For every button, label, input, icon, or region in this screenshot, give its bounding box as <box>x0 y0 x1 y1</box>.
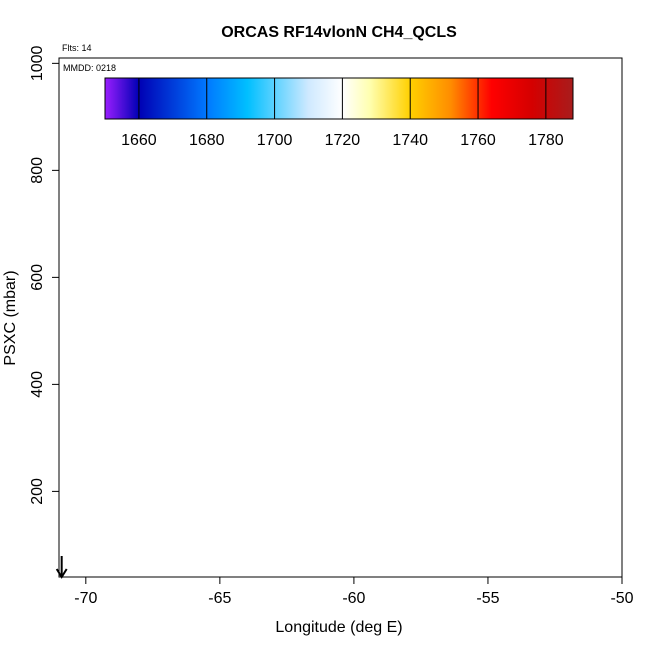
x-axis-label: Longitude (deg E) <box>275 619 402 636</box>
flight-marker <box>427 60 436 69</box>
y-axis: 200 400 600 800 1000 <box>29 45 60 505</box>
x-axis: -70 -65 -60 -55 -50 <box>74 576 634 607</box>
colorbar-gradient <box>104 77 574 120</box>
x-tick-label: -60 <box>342 590 365 607</box>
x-tick-label: -55 <box>476 590 499 607</box>
colorbar-tick-label: 1760 <box>460 132 496 149</box>
y-tick-label: 600 <box>29 264 46 291</box>
date-annotation: MMDD: 0218 <box>63 63 116 73</box>
colorbar-tick-label: 1660 <box>121 132 157 149</box>
flight-markers <box>226 58 603 507</box>
x-tick-label: -50 <box>610 590 633 607</box>
colorbar-tick-label: 1780 <box>528 132 564 149</box>
y-tick-label: 800 <box>29 157 46 184</box>
flight-marker <box>591 180 600 189</box>
colorbar-tick-label: 1720 <box>325 132 361 149</box>
flight-marker <box>328 489 337 498</box>
flight-marker <box>575 219 584 228</box>
flight-marker <box>449 129 458 139</box>
flight-marker <box>226 498 235 507</box>
flight-marker <box>473 218 482 227</box>
y-axis-label: PSXC (mbar) <box>2 270 19 365</box>
flight-marker <box>513 362 522 371</box>
x-tick-label: -70 <box>74 590 97 607</box>
flight-marker <box>593 60 603 69</box>
arrow-head <box>55 568 68 579</box>
chart-title: ORCAS RF14vlonN CH4_QCLS <box>221 24 457 41</box>
colorbar-tick-label: 1700 <box>257 132 293 149</box>
flight-marker <box>293 498 302 507</box>
y-tick-label: 200 <box>29 478 46 505</box>
colorbar-ticks: 1660 1680 1700 1720 1740 1760 1780 <box>121 78 564 149</box>
flight-marker <box>352 435 361 445</box>
flight-marker <box>422 58 431 67</box>
flight-marker <box>550 345 560 354</box>
flight-marker <box>585 342 594 351</box>
x-tick-label: -65 <box>208 590 231 607</box>
y-tick-label: 400 <box>29 371 46 398</box>
flight-marker <box>593 83 603 92</box>
colorbar: 1660 1680 1700 1720 1740 1760 1780 <box>104 77 574 149</box>
flight-marker <box>588 262 597 271</box>
down-arrow-icon <box>55 556 68 579</box>
flights-annotation: Flts: 14 <box>62 43 92 53</box>
y-tick-label: 1000 <box>29 45 46 81</box>
colorbar-tick-label: 1680 <box>189 132 225 149</box>
colorbar-tick-label: 1740 <box>392 132 428 149</box>
flight-marker <box>379 346 388 355</box>
flight-marker <box>491 298 501 307</box>
